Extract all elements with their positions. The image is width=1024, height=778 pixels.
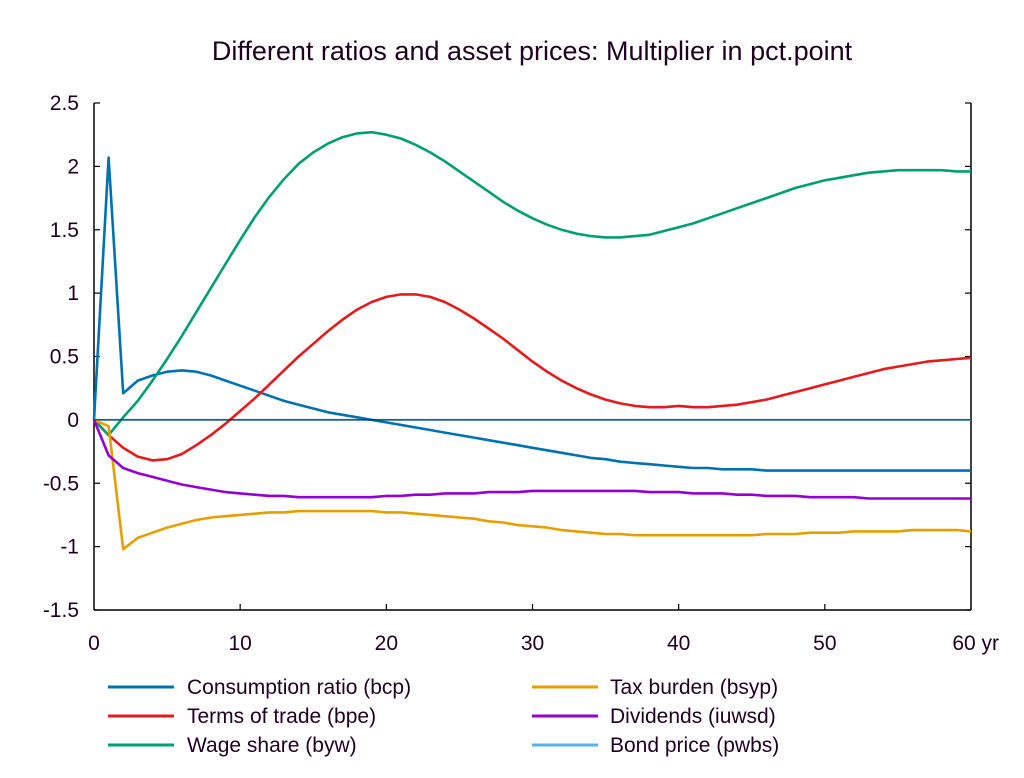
- legend: Consumption ratio (bcp) Terms of trade (b…: [108, 676, 779, 757]
- legend-label: Tax burden (bsyp): [610, 676, 778, 699]
- legend-item: Consumption ratio (bcp): [108, 676, 411, 699]
- legend-label: Terms of trade (bpe): [187, 705, 376, 728]
- legend-label: Bond price (pwbs): [610, 734, 779, 757]
- y-tick-label: -0.5: [43, 472, 79, 495]
- legend-label: Dividends (iuwsd): [610, 705, 776, 728]
- legend-label: Consumption ratio (bcp): [187, 676, 411, 699]
- legend-item: Wage share (byw): [108, 734, 357, 757]
- x-tick-label: 60 yr: [952, 632, 999, 655]
- y-tick-label: -1.5: [43, 599, 79, 622]
- series-group: [92, 130, 972, 551]
- chart-title: Different ratios and asset prices: Multi…: [212, 36, 853, 66]
- y-tick-label: 2.5: [50, 92, 79, 115]
- series-line-terms-of-trade-bpe: [93, 293, 972, 462]
- legend-item: Dividends (iuwsd): [532, 705, 776, 728]
- axes: 2.5 2 1.5 1 0.5 0 -0.5 -1 -1.5 0 10 20 30 40 50 60 yr: [43, 92, 999, 655]
- y-tick-label: 0: [67, 409, 79, 432]
- x-tick-label: 0: [88, 632, 100, 655]
- x-tick-label: 50: [813, 632, 836, 655]
- legend-item: Tax burden (bsyp): [532, 676, 778, 699]
- y-tick-label: 2: [67, 155, 79, 178]
- legend-item: Bond price (pwbs): [532, 734, 779, 757]
- y-tick-label: -1: [60, 536, 79, 559]
- y-tick-label: 1: [67, 282, 79, 305]
- x-tick-label: 20: [375, 632, 398, 655]
- series-line-tax-burden-bsyp: [93, 418, 972, 551]
- series-line-dividends-iuwsd: [92, 419, 971, 500]
- legend-label: Wage share (byw): [187, 734, 357, 757]
- series-line-wage-share-byw: [93, 130, 971, 437]
- series-line-consumption-ratio-bcp: [92, 156, 971, 472]
- x-tick-label: 10: [228, 632, 251, 655]
- legend-item: Terms of trade (bpe): [108, 705, 376, 728]
- y-tick-label: 0.5: [50, 346, 79, 369]
- x-tick-label: 40: [667, 632, 690, 655]
- y-tick-label: 1.5: [50, 219, 79, 242]
- x-tick-label: 30: [521, 632, 544, 655]
